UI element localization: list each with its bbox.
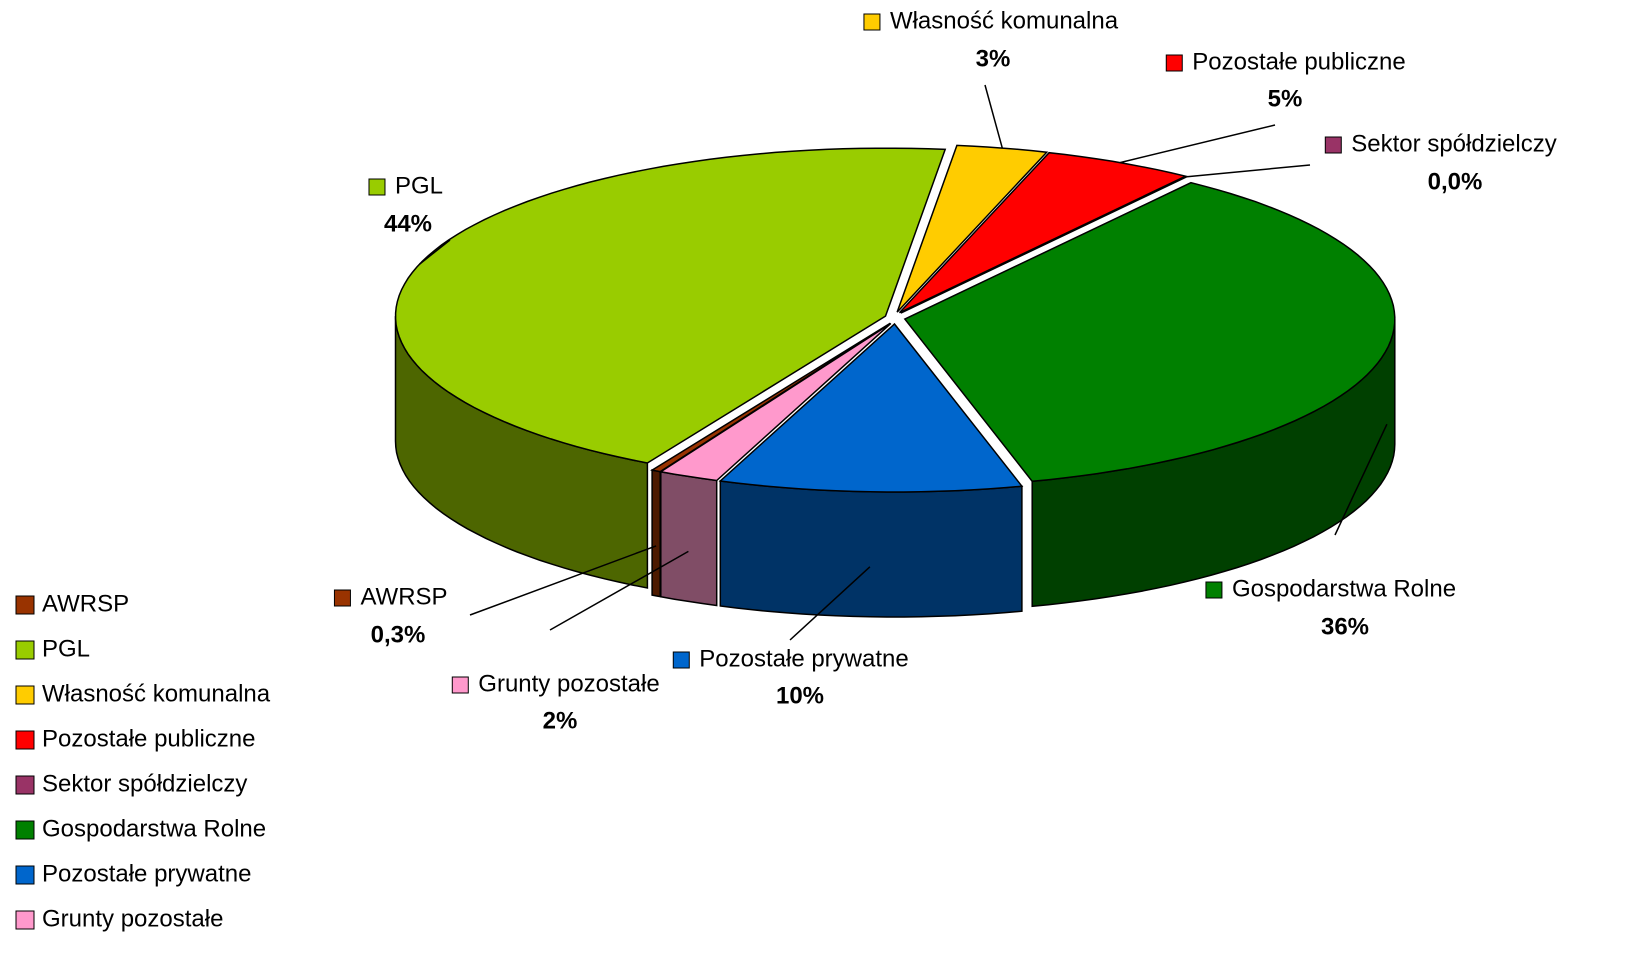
legend-label: Sektor spółdzielczy xyxy=(42,770,247,797)
legend-label: Grunty pozostałe xyxy=(42,905,223,932)
legend-label: AWRSP xyxy=(42,590,129,617)
slice xyxy=(898,151,1188,314)
data-label-key xyxy=(451,676,469,694)
data-label: Własność komunalna 3% xyxy=(863,7,1119,72)
data-label: PGL 44% xyxy=(368,172,443,237)
data-label: Grunty pozostałe 2% xyxy=(451,670,660,734)
data-label-name: Pozostałe publiczne xyxy=(1192,48,1405,75)
data-label-name: PGL xyxy=(395,172,443,199)
data-label-value: 44% xyxy=(384,210,432,237)
data-label-value: 0,3% xyxy=(371,621,426,648)
legend-key xyxy=(15,865,35,885)
leader-line xyxy=(1119,124,1276,164)
slice xyxy=(903,181,1396,483)
data-label-value: 2% xyxy=(543,707,578,734)
data-label-value: 3% xyxy=(976,45,1011,72)
legend-key xyxy=(15,775,35,795)
leader-line xyxy=(1334,423,1388,536)
leader-line xyxy=(419,239,451,265)
leader-line xyxy=(984,84,1004,149)
data-label-name: Pozostałe prywatne xyxy=(699,645,908,672)
slice xyxy=(658,322,892,482)
data-label-name: Gospodarstwa Rolne xyxy=(1232,575,1456,602)
legend-label: Pozostałe prywatne xyxy=(42,860,251,887)
data-label-name: AWRSP xyxy=(360,583,447,610)
slice-side xyxy=(651,469,661,598)
data-label-name: Własność komunalna xyxy=(890,7,1119,34)
legend-key xyxy=(15,685,35,705)
data-label-key xyxy=(1205,581,1223,599)
data-label-value: 36% xyxy=(1321,613,1369,640)
data-label-value: 0,0% xyxy=(1428,168,1483,195)
legend-label: Własność komunalna xyxy=(42,680,271,707)
legend-key xyxy=(15,730,35,750)
data-label: Gospodarstwa Rolne 36% xyxy=(1205,575,1456,640)
legend-key xyxy=(15,640,35,660)
slice-side xyxy=(719,480,1023,618)
data-label-key xyxy=(368,178,386,196)
data-label: Pozostałe publiczne 5% xyxy=(1165,48,1406,112)
data-label-value: 5% xyxy=(1268,85,1303,112)
data-label-key xyxy=(672,651,690,669)
legend-key xyxy=(15,595,35,615)
data-label: AWRSP 0,3% xyxy=(333,583,448,648)
data-label: Pozostałe prywatne 10% xyxy=(672,645,909,709)
legend-label: Pozostałe publiczne xyxy=(42,725,255,752)
data-label-value: 10% xyxy=(776,682,824,709)
legend-label: PGL xyxy=(42,635,90,662)
leader-line xyxy=(789,566,871,641)
slice-side xyxy=(660,470,718,607)
data-label-key xyxy=(333,589,351,607)
data-label: Sektor spółdzielczy 0,0% xyxy=(1324,130,1557,195)
legend-key xyxy=(15,910,35,930)
legend-label: Gospodarstwa Rolne xyxy=(42,815,266,842)
leader-line xyxy=(1186,164,1311,178)
legend-key xyxy=(15,820,35,840)
slice xyxy=(718,322,1024,493)
data-label-key xyxy=(1165,54,1183,72)
leader-line xyxy=(469,545,657,616)
leader-line xyxy=(549,550,689,631)
data-label-key xyxy=(863,13,881,31)
data-label-key xyxy=(1324,136,1342,154)
data-label-name: Grunty pozostałe xyxy=(478,670,659,697)
data-label-name: Sektor spółdzielczy xyxy=(1351,130,1556,157)
